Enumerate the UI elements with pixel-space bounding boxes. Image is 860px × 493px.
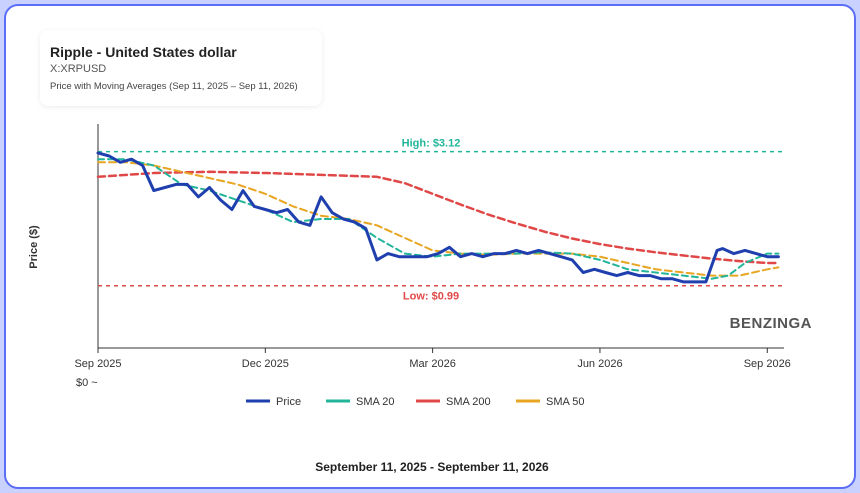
chart-subtitle: Price with Moving Averages (Sep 11, 2025… xyxy=(50,81,298,92)
x-tick-label: Sep 2025 xyxy=(74,358,121,370)
legend-label: SMA 20 xyxy=(356,396,395,408)
low-label: Low: $0.99 xyxy=(403,291,459,303)
chart-title: Ripple - United States dollar xyxy=(50,44,237,60)
sma50-line xyxy=(97,161,780,277)
date-range-footer: September 11, 2025 - September 11, 2026 xyxy=(315,460,549,474)
sma200-line xyxy=(96,170,780,265)
benzinga-watermark: BENZINGA xyxy=(730,315,812,332)
symbol-label: X:XRPUSD xyxy=(50,63,107,75)
legend-label: Price xyxy=(276,396,301,408)
x-tick-label: Sep 2026 xyxy=(744,358,791,370)
legend-label: SMA 200 xyxy=(446,396,491,408)
price-chart: Sep 2025 Dec 2025 Mar 2026 Jun 2026 Sep 2026… xyxy=(74,124,812,408)
legend-label: SMA 50 xyxy=(546,396,585,408)
x-tick-label: Dec 2025 xyxy=(242,358,289,370)
y-tick-label: $0 ~ xyxy=(76,377,98,389)
sma20-line xyxy=(97,158,780,280)
title-card: Ripple - United States dollar X:XRPUSD P… xyxy=(40,30,322,106)
price-line xyxy=(96,151,780,284)
x-tick-label: Jun 2026 xyxy=(577,358,622,370)
chart-frame: Ripple - United States dollar X:XRPUSD P… xyxy=(4,4,856,489)
high-label: High: $3.12 xyxy=(402,138,461,150)
x-tick-label: Mar 2026 xyxy=(409,358,455,370)
